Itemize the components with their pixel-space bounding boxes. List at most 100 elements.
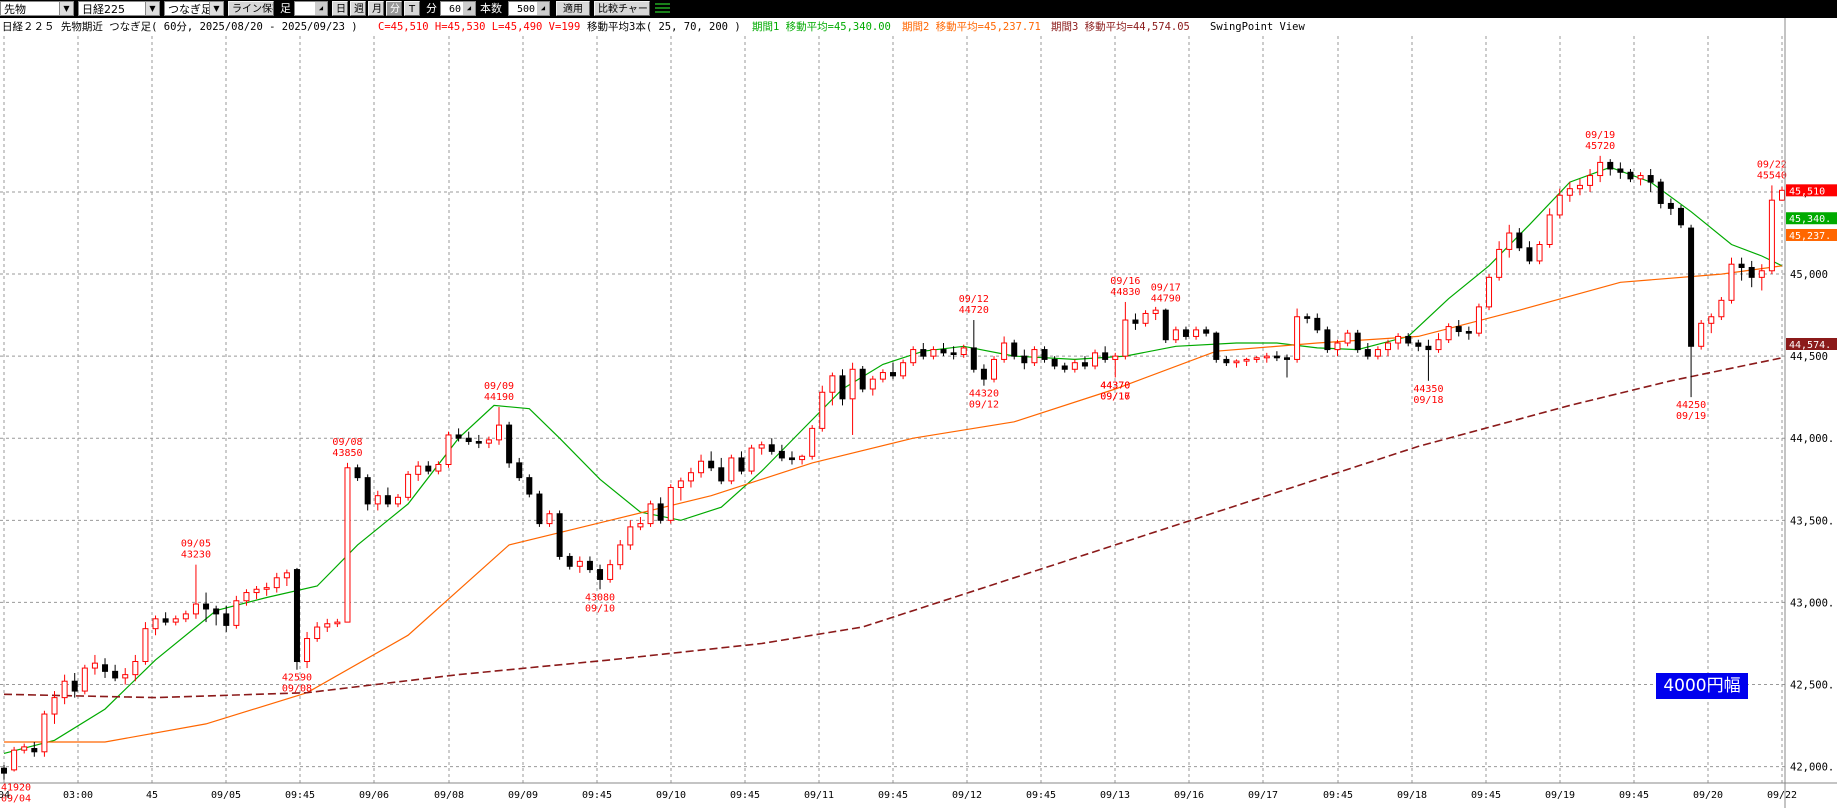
candle: [1667, 198, 1674, 215]
candle-body: [1364, 349, 1371, 357]
candle: [1283, 354, 1290, 378]
period-button-minute[interactable]: 分: [386, 1, 402, 16]
candle: [1475, 303, 1482, 337]
candle-body: [1445, 326, 1452, 341]
candle: [687, 467, 694, 488]
swing-line-2: 44720: [959, 305, 989, 316]
candle-body: [293, 569, 300, 663]
candle-body: [304, 638, 311, 663]
candle-body: [283, 572, 290, 579]
candle-body: [879, 372, 886, 380]
candle: [1779, 187, 1785, 201]
compare-chart-button[interactable]: 比較チャート: [594, 1, 650, 16]
candle-body: [1011, 342, 1018, 357]
candle: [516, 457, 523, 481]
candle-body: [384, 495, 391, 505]
candle: [647, 500, 654, 527]
ma-line-1: [3, 166, 1783, 754]
candle: [1152, 306, 1159, 321]
candle-body: [364, 477, 371, 505]
swing-line-1: 42590: [282, 673, 312, 684]
candle: [21, 743, 28, 754]
swing-line-2: 43230: [181, 550, 211, 561]
candle: [1455, 320, 1462, 337]
price-tag: 44,574.: [1786, 337, 1837, 351]
y-tick-label: 44,000.: [1790, 433, 1834, 445]
candle: [273, 572, 280, 593]
ma2-readout: 期間2 移動平均=45,237.71: [902, 20, 1041, 33]
period-button-week[interactable]: 週: [350, 1, 366, 16]
market-select[interactable]: 先物 ▼: [0, 1, 74, 16]
candle: [1233, 359, 1240, 368]
apply-button[interactable]: 適用: [556, 1, 590, 16]
candle: [980, 364, 987, 386]
count-input[interactable]: 500 ◢: [508, 1, 550, 16]
chart-lines-icon[interactable]: [654, 1, 672, 16]
mode-select[interactable]: つなぎ足 ▼: [164, 1, 224, 16]
swing-line-2: 44830: [1110, 287, 1140, 298]
period-button-day[interactable]: 日: [332, 1, 348, 16]
candle-body: [1465, 331, 1472, 334]
candle: [1122, 301, 1129, 360]
candle: [1486, 274, 1493, 311]
candle-body: [112, 670, 119, 679]
candle-body: [11, 749, 18, 771]
price-tag-label: 45,237.: [1789, 231, 1831, 242]
swing-line-1: 43080: [585, 592, 615, 603]
candle-body: [1263, 355, 1270, 359]
candles: [1, 155, 1785, 780]
candle-body: [1758, 270, 1765, 278]
candle: [546, 510, 553, 527]
candle-body: [405, 473, 412, 498]
candle-body: [415, 465, 422, 475]
candle-body: [334, 621, 341, 625]
symbol-select-value: 日経225: [82, 3, 125, 16]
candle: [1576, 178, 1583, 196]
symbol-select[interactable]: 日経225 ▼: [78, 1, 160, 16]
candle-body: [991, 358, 998, 380]
candle-body: [526, 477, 533, 495]
candle-body: [91, 662, 98, 669]
candle: [920, 343, 927, 360]
candle: [910, 346, 917, 366]
candle-body: [1233, 360, 1240, 364]
candle-body: [778, 450, 785, 459]
candle-body: [162, 618, 169, 623]
period-button-tick[interactable]: T: [404, 1, 420, 16]
x-tick-label: 09/13: [1100, 790, 1130, 801]
save-line-button[interactable]: ライン保存: [228, 1, 274, 16]
candle: [293, 567, 300, 670]
x-tick-label: 09/20: [1693, 790, 1723, 801]
x-tick-label: 09/16: [1174, 790, 1204, 801]
candle-body: [1435, 339, 1442, 351]
candle: [1294, 308, 1301, 363]
candle-body: [1405, 335, 1412, 344]
x-tick-label: 03:00: [63, 790, 93, 801]
minute-input[interactable]: 60 ◢: [440, 1, 476, 16]
candle: [536, 490, 543, 527]
period-button-month[interactable]: 月: [368, 1, 384, 16]
candle: [708, 451, 715, 472]
candle-body: [516, 462, 523, 479]
chart-header: 日経２２５ 先物期近 つなぎ足( 60分, 2025/08/20 - 2025/…: [2, 20, 1306, 33]
candle: [1546, 208, 1553, 248]
y-tick-label: 45,000: [1790, 269, 1828, 281]
swing-line-2: 09/19: [1676, 411, 1706, 422]
candle: [243, 589, 250, 606]
candle-body: [1001, 342, 1008, 360]
candle-body: [102, 664, 109, 672]
candle: [1506, 224, 1513, 258]
candle-body: [687, 472, 694, 482]
candle-body: [819, 391, 826, 429]
candle-body: [1597, 161, 1604, 177]
x-tick-label: 09/10: [656, 790, 686, 801]
candle-body: [1051, 358, 1058, 367]
candle-body: [698, 460, 705, 474]
candle-body: [1576, 184, 1583, 190]
market-select-value: 先物: [4, 3, 26, 16]
ashi-input[interactable]: ◢: [294, 1, 328, 16]
candle-body: [768, 444, 775, 452]
candle: [1415, 339, 1422, 352]
